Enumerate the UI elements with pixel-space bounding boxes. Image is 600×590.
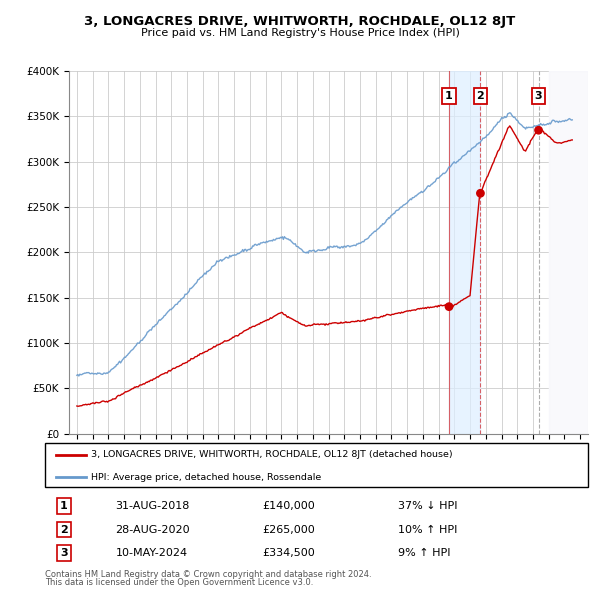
Bar (548, 71, 588, 434)
Text: 3: 3 (535, 91, 542, 101)
Text: HPI: Average price, detached house, Rossendale: HPI: Average price, detached house, Ross… (91, 473, 322, 481)
Bar (449, 71, 481, 434)
Text: £265,000: £265,000 (262, 525, 315, 535)
Text: £140,000: £140,000 (262, 501, 315, 511)
Text: 3, LONGACRES DRIVE, WHITWORTH, ROCHDALE, OL12 8JT (detached house): 3, LONGACRES DRIVE, WHITWORTH, ROCHDALE,… (91, 450, 453, 460)
Bar (548, 71, 588, 434)
Text: 3: 3 (60, 548, 68, 558)
Text: 31-AUG-2018: 31-AUG-2018 (116, 501, 190, 511)
Text: 28-AUG-2020: 28-AUG-2020 (116, 525, 190, 535)
Point (444, 302, 454, 312)
Point (534, 126, 544, 135)
Text: 3, LONGACRES DRIVE, WHITWORTH, ROCHDALE, OL12 8JT: 3, LONGACRES DRIVE, WHITWORTH, ROCHDALE,… (85, 15, 515, 28)
Text: 9% ↑ HPI: 9% ↑ HPI (398, 548, 451, 558)
Text: 2: 2 (60, 525, 68, 535)
Text: 10% ↑ HPI: 10% ↑ HPI (398, 525, 457, 535)
Text: 37% ↓ HPI: 37% ↓ HPI (398, 501, 457, 511)
Text: Price paid vs. HM Land Registry's House Price Index (HPI): Price paid vs. HM Land Registry's House … (140, 28, 460, 38)
Bar (548, 71, 588, 434)
Text: £334,500: £334,500 (262, 548, 315, 558)
Text: 2: 2 (476, 91, 484, 101)
Text: 1: 1 (445, 91, 453, 101)
Text: 1: 1 (60, 501, 68, 511)
Point (476, 189, 485, 198)
FancyBboxPatch shape (45, 442, 588, 487)
Text: This data is licensed under the Open Government Licence v3.0.: This data is licensed under the Open Gov… (45, 578, 313, 587)
Text: 10-MAY-2024: 10-MAY-2024 (116, 548, 188, 558)
Text: Contains HM Land Registry data © Crown copyright and database right 2024.: Contains HM Land Registry data © Crown c… (45, 570, 371, 579)
